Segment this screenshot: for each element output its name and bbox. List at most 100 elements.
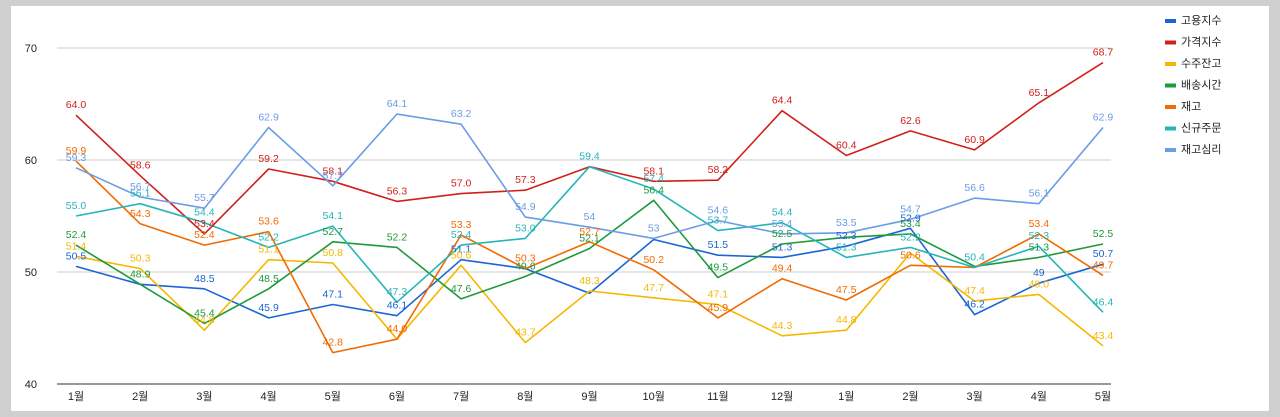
x-tick-label: 8월 (517, 390, 533, 403)
data-label: 57.3 (515, 174, 536, 186)
legend-label: 재고심리 (1181, 143, 1221, 156)
data-label: 53.4 (1029, 218, 1050, 230)
data-label: 59.3 (66, 152, 87, 164)
data-label: 53.7 (708, 215, 729, 227)
data-label: 49.5 (708, 262, 729, 274)
legend-label: 배송시간 (1181, 79, 1221, 92)
x-axis-ticks: 1월 2월 3월 4월 5월 6월 7월 8월 9월 10월 11월 12월 1월 2월 3월 4월 5월 (68, 390, 1111, 403)
y-axis-ticks: 40 50 60 70 (25, 43, 37, 391)
data-label: 51.1 (258, 244, 279, 256)
data-label: 46.2 (964, 299, 985, 311)
data-label: 51.3 (772, 241, 793, 253)
data-label: 57.7 (323, 170, 344, 182)
x-tick-label: 11월 (707, 390, 729, 403)
data-label: 52.3 (836, 230, 857, 242)
data-label: 52.3 (1029, 230, 1050, 242)
data-label: 44.0 (387, 323, 408, 335)
legend-swatch (1165, 83, 1176, 88)
data-label: 55.0 (66, 200, 87, 212)
data-label: 54 (584, 211, 596, 223)
data-label: 47.6 (451, 283, 472, 295)
data-label: 47.5 (836, 284, 857, 296)
data-label: 52.2 (387, 231, 408, 243)
data-label: 52.7 (579, 226, 600, 238)
legend-label: 수주잔고 (1181, 57, 1221, 70)
data-label: 45.9 (708, 302, 729, 314)
data-label: 45.9 (258, 302, 279, 314)
data-label: 53.3 (451, 219, 472, 231)
series-line (75, 199, 1104, 325)
legend-swatch (1165, 126, 1176, 131)
data-label: 46.1 (387, 300, 408, 312)
data-label: 50.6 (900, 249, 921, 261)
data-label: 52.1 (579, 232, 600, 244)
data-labels: 50.548.545.947.146.151.1 51.5 51.352.352.9… (66, 47, 1114, 349)
data-label: 52.5 (772, 228, 793, 240)
data-label: 54.4 (772, 207, 793, 219)
data-label: 54.7 (900, 203, 921, 215)
data-label: 52.7 (323, 226, 344, 238)
data-label: 51.4 (66, 240, 87, 252)
data-label: 58.1 (323, 165, 344, 177)
data-label: 57.4 (643, 173, 664, 185)
y-tick-label: 40 (25, 379, 37, 391)
data-label: 45.4 (194, 308, 215, 320)
data-label: 44.8 (194, 314, 215, 326)
data-label: 55.7 (194, 192, 215, 204)
data-label: 53.4 (772, 218, 793, 230)
data-label: 51.3 (1029, 241, 1050, 253)
legend-swatch (1165, 19, 1176, 23)
chart-card: 40 50 60 70 1월 2월 3월 4월 5월 6월 7월 8월 9월 10월 11월 12월 1월 2월… (11, 6, 1269, 411)
line-chart: 40 50 60 70 1월 2월 3월 4월 5월 6월 7월 8월 9월 10월 11월 12월 1월 2월… (25, 14, 1222, 403)
data-label: 53.5 (836, 217, 857, 229)
data-label: 48.5 (258, 273, 279, 285)
y-tick-label: 70 (25, 43, 37, 55)
x-tick-label: 3월 (196, 390, 212, 403)
data-label: 48.9 (130, 268, 151, 280)
data-label: 52.4 (451, 229, 472, 241)
data-label: 49.7 (1093, 259, 1114, 271)
data-label: 50.5 (66, 250, 87, 262)
data-label: 50.3 (130, 253, 151, 265)
data-label: 52.2 (258, 231, 279, 243)
x-tick-label: 5월 (1095, 390, 1111, 403)
series-line (75, 113, 1104, 240)
x-tick-label: 2월 (902, 390, 918, 403)
data-label: 64.1 (387, 98, 408, 110)
data-label: 46.4 (1093, 296, 1114, 308)
data-label: 52.5 (1093, 228, 1114, 240)
data-label: 62.9 (1093, 112, 1114, 124)
data-label: 60.4 (836, 140, 857, 152)
data-label: 49.4 (772, 263, 793, 275)
data-label: 52.4 (194, 229, 215, 241)
series-lines (75, 61, 1104, 354)
data-label: 53.6 (258, 216, 279, 228)
legend-label: 고용지수 (1181, 14, 1221, 27)
data-label: 50.2 (643, 254, 664, 266)
data-label: 58.1 (643, 165, 664, 177)
series-line (75, 61, 1104, 235)
data-label: 65.1 (1029, 87, 1050, 99)
data-label: 52.4 (66, 229, 87, 241)
data-label: 56.7 (130, 181, 151, 193)
x-tick-label: 12월 (771, 390, 793, 403)
data-label: 56.4 (643, 184, 664, 196)
y-tick-label: 60 (25, 155, 37, 167)
data-label: 54.4 (194, 207, 215, 219)
data-label: 64.0 (66, 99, 87, 111)
data-label: 50.8 (323, 247, 344, 259)
x-tick-label: 1월 (838, 390, 854, 403)
data-label: 63.2 (451, 108, 472, 120)
data-label: 57.0 (451, 178, 472, 190)
data-label: 64.4 (772, 95, 793, 107)
x-tick-label: 4월 (260, 390, 276, 403)
series-line (75, 160, 1104, 354)
data-label: 43.4 (1093, 330, 1114, 342)
data-label: 50.6 (451, 249, 472, 261)
data-label: 68.7 (1093, 47, 1114, 59)
data-label: 47.3 (387, 286, 408, 298)
data-label: 47.4 (964, 285, 985, 297)
data-label: 60.9 (964, 134, 985, 146)
data-label: 50.4 (964, 252, 985, 264)
